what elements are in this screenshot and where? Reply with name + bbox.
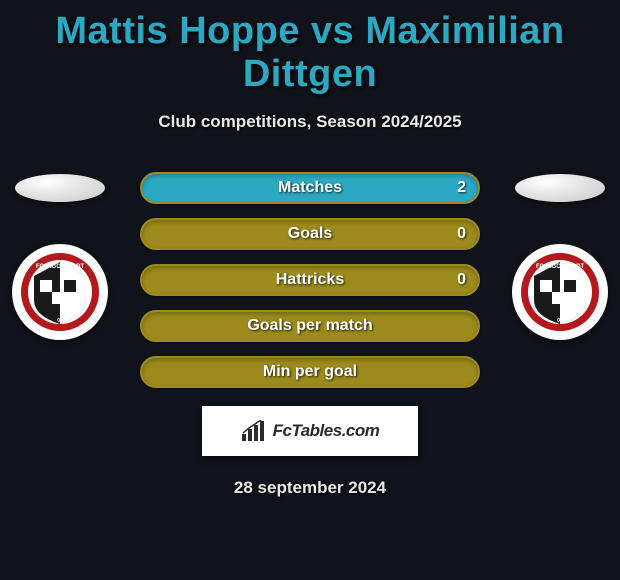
player-left-club-badge: FC INGOLSTADT 04 bbox=[12, 244, 108, 340]
watermark-text: FcTables.com bbox=[273, 421, 380, 441]
svg-text:04: 04 bbox=[557, 318, 563, 324]
stat-row: Hattricks 0 bbox=[140, 264, 480, 296]
stat-label: Hattricks bbox=[276, 271, 344, 289]
stat-value: 2 bbox=[457, 179, 466, 197]
svg-text:FC INGOLSTADT: FC INGOLSTADT bbox=[536, 264, 585, 270]
stat-row: Min per goal bbox=[140, 356, 480, 388]
stat-label: Min per goal bbox=[263, 363, 357, 381]
player-right: FC INGOLSTADT 04 bbox=[500, 172, 620, 340]
date: 28 september 2024 bbox=[0, 478, 620, 498]
stat-value: 0 bbox=[457, 271, 466, 289]
comparison-area: FC INGOLSTADT 04 FC INGOLSTADT 04 Matche… bbox=[0, 172, 620, 498]
stat-row: Goals 0 bbox=[140, 218, 480, 250]
subtitle: Club competitions, Season 2024/2025 bbox=[0, 112, 620, 132]
club-badge-icon: FC INGOLSTADT 04 bbox=[520, 252, 600, 332]
bars-icon bbox=[241, 420, 267, 442]
player-left-avatar bbox=[15, 174, 105, 202]
watermark: FcTables.com bbox=[202, 406, 418, 456]
stat-label: Goals bbox=[288, 225, 332, 243]
page-title: Mattis Hoppe vs Maximilian Dittgen bbox=[0, 0, 620, 96]
svg-text:FC INGOLSTADT: FC INGOLSTADT bbox=[36, 264, 85, 270]
stat-value: 0 bbox=[457, 225, 466, 243]
stat-row: Goals per match bbox=[140, 310, 480, 342]
club-badge-icon: FC INGOLSTADT 04 bbox=[20, 252, 100, 332]
stat-label: Matches bbox=[278, 179, 342, 197]
stat-label: Goals per match bbox=[247, 317, 372, 335]
player-left: FC INGOLSTADT 04 bbox=[0, 172, 120, 340]
player-right-club-badge: FC INGOLSTADT 04 bbox=[512, 244, 608, 340]
stat-row: Matches 2 bbox=[140, 172, 480, 204]
stats-list: Matches 2 Goals 0 Hattricks 0 Goals per match M… bbox=[140, 172, 480, 388]
svg-text:04: 04 bbox=[57, 318, 63, 324]
player-right-avatar bbox=[515, 174, 605, 202]
